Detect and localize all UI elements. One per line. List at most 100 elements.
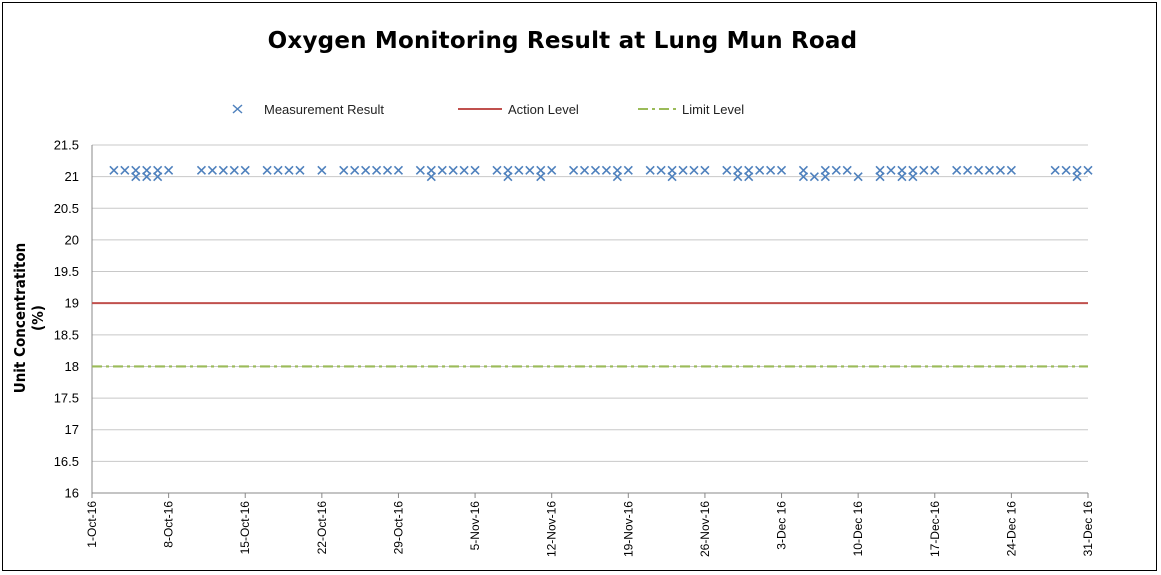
measurement-point	[470, 165, 480, 175]
legend-line-action-icon	[458, 108, 502, 110]
measurement-point	[995, 165, 1006, 175]
threshold-lines	[92, 302, 1088, 368]
measurement-point	[437, 165, 447, 175]
x-tick-label: 5-Nov-16	[468, 501, 482, 551]
legend-marker-x-icon	[232, 104, 243, 114]
measurement-point	[109, 165, 119, 175]
measurement-point	[579, 165, 590, 175]
measurement-point	[963, 165, 973, 175]
y-tick-labels: 21.5 21 20.5 20 19.5 19 18.5 18 17.5 17 16.5 16	[54, 138, 79, 501]
measurement-point	[908, 165, 918, 175]
legend-label-limit: Limit Level	[682, 101, 745, 117]
measurement-point	[525, 165, 535, 175]
measurement-point	[722, 165, 732, 175]
y-tick-label: 17.5	[54, 391, 79, 406]
measurement-point	[842, 165, 852, 175]
chart-title: Oxygen Monitoring Result at Lung Mun Roa…	[267, 28, 858, 54]
measurement-point	[372, 165, 382, 175]
legend-item-measurement: Measurement Result	[230, 101, 384, 117]
measurement-points	[109, 165, 1093, 182]
measurement-point	[459, 165, 469, 175]
measurement-point	[755, 165, 765, 175]
measurement-point	[229, 165, 239, 175]
x-tick-label: 31-Dec 16	[1081, 501, 1095, 557]
measurement-point	[820, 165, 830, 175]
y-tick-label: 21	[65, 169, 79, 184]
measurement-point	[678, 165, 688, 175]
x-tick-label: 19-Nov-16	[621, 501, 635, 557]
y-tick-label: 17	[65, 422, 79, 437]
x-tick-label: 12-Nov-16	[545, 501, 559, 557]
measurement-point	[142, 165, 152, 175]
measurement-point	[295, 165, 305, 175]
measurement-point	[733, 165, 743, 175]
x-tick-label: 22-Oct-16	[315, 501, 329, 555]
measurement-point	[612, 165, 622, 175]
measurement-point	[426, 165, 436, 175]
measurement-point	[667, 165, 677, 175]
x-tick-label: 26-Nov-16	[698, 501, 712, 557]
y-tick-label: 18.5	[54, 327, 79, 342]
x-tick-labels: 1-Oct-16 8-Oct-16 15-Oct-16 22-Oct-16 29-Oct…	[85, 501, 1095, 557]
measurement-point	[601, 165, 611, 175]
x-tick-label: 1-Oct-16	[85, 501, 99, 548]
measurement-point	[656, 165, 666, 175]
measurement-point	[569, 165, 579, 175]
x-tick-label: 3-Dec 16	[775, 501, 789, 550]
measurement-point	[886, 165, 896, 175]
measurement-point	[984, 165, 995, 175]
x-tick-label: 8-Oct-16	[162, 501, 176, 548]
legend: Measurement Result Action Level Limit Le…	[0, 0, 1161, 130]
measurement-point	[776, 165, 787, 175]
measurement-point	[536, 165, 546, 175]
measurement-point	[393, 165, 404, 175]
y-tick-label: 19	[65, 296, 79, 311]
y-tick-label: 19.5	[54, 264, 79, 279]
measurement-point	[930, 165, 940, 175]
measurement-point	[1061, 165, 1071, 175]
measurement-point	[1006, 165, 1016, 175]
measurement-point	[689, 165, 699, 175]
measurement-point	[492, 165, 502, 175]
measurement-point	[809, 172, 819, 182]
measurement-point	[218, 165, 228, 175]
measurement-point	[273, 165, 283, 175]
measurement-point	[415, 165, 425, 175]
measurement-point	[382, 165, 393, 175]
measurement-point	[766, 165, 776, 175]
measurement-point	[831, 165, 841, 175]
measurement-point	[645, 165, 655, 175]
measurement-point	[207, 165, 217, 175]
y-tick-label: 21.5	[54, 138, 79, 153]
measurement-point	[973, 165, 984, 175]
y-tick-label: 18	[65, 359, 79, 374]
x-tick-label: 15-Oct-16	[238, 501, 252, 555]
x-tick-label: 17-Dec-16	[928, 501, 942, 557]
legend-item-action: Action Level	[458, 101, 579, 117]
y-tick-label: 16.5	[54, 454, 79, 469]
y-tick-label: 20	[65, 232, 79, 247]
measurement-point	[503, 165, 513, 175]
measurement-point	[131, 165, 141, 175]
measurement-point	[952, 165, 962, 175]
x-tick-label: 10-Dec 16	[851, 501, 865, 557]
measurement-point	[514, 165, 524, 175]
measurement-point	[317, 165, 327, 175]
measurement-point	[897, 165, 907, 175]
measurement-point	[1050, 165, 1060, 175]
measurement-point	[798, 165, 808, 175]
measurement-point	[590, 165, 601, 175]
measurement-point	[853, 172, 863, 182]
legend-label-action: Action Level	[508, 101, 579, 117]
measurement-point	[1083, 165, 1093, 175]
legend-line-limit-icon	[638, 108, 676, 110]
measurement-point	[196, 165, 207, 175]
measurement-point	[262, 165, 272, 175]
measurement-point	[120, 165, 130, 175]
measurement-point	[339, 165, 349, 175]
legend-label-measurement: Measurement Result	[264, 101, 384, 117]
measurement-point	[919, 165, 929, 175]
measurement-point	[448, 165, 458, 175]
